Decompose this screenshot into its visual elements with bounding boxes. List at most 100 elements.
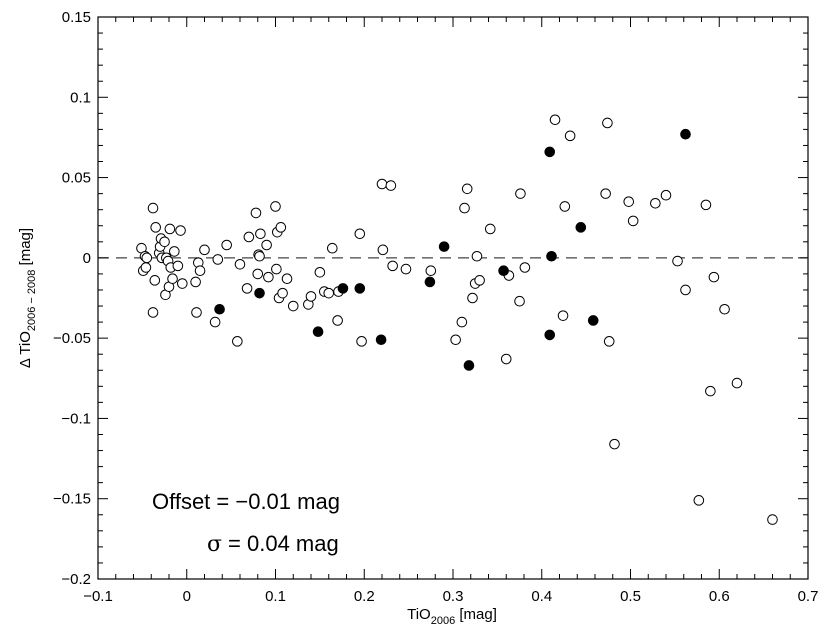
open-data-point — [252, 268, 264, 280]
sigma-annotation: σ = 0.04 mag — [207, 531, 339, 557]
open-data-point — [623, 196, 635, 207]
open-data-point — [199, 244, 210, 256]
open-data-point — [650, 197, 661, 209]
filled-data-point — [354, 283, 366, 294]
y-tick-label: 0.05 — [62, 170, 91, 187]
open-data-point — [602, 117, 613, 129]
x-tick-label: 0.6 — [709, 588, 730, 605]
open-data-point — [400, 263, 412, 275]
open-data-point — [474, 275, 485, 286]
open-data-point — [150, 222, 161, 233]
filled-data-point — [463, 360, 475, 371]
open-data-point — [270, 201, 281, 212]
filled-data-point — [680, 128, 691, 140]
open-data-point — [387, 260, 398, 272]
open-data-point — [243, 231, 255, 243]
offset-annotation: Offset = −0.01 mag — [152, 489, 340, 514]
open-data-point — [241, 283, 253, 294]
open-data-point — [190, 276, 201, 288]
open-data-point — [175, 225, 186, 236]
open-data-point — [250, 207, 262, 219]
open-data-point — [209, 316, 221, 328]
open-data-point — [159, 236, 170, 248]
open-data-point — [277, 287, 288, 299]
open-data-point — [255, 228, 266, 240]
open-data-point — [356, 336, 367, 347]
data-points — [136, 114, 778, 525]
open-data-point — [332, 315, 343, 326]
open-data-point — [471, 250, 483, 262]
open-data-point — [519, 262, 531, 273]
y-tick-label: −0.05 — [53, 330, 91, 347]
open-data-point — [172, 260, 184, 272]
y-tick-label: 0 — [83, 250, 91, 267]
open-data-point — [212, 254, 224, 265]
filled-data-point — [375, 334, 387, 346]
y-tick-labels: −0.2 −0.15 −0.1 −0.05 0 0.05 0.1 0.15 — [53, 9, 91, 588]
open-data-point — [564, 130, 576, 142]
open-data-point — [275, 222, 287, 233]
open-data-point — [627, 215, 639, 227]
open-data-point — [271, 263, 282, 275]
filled-data-point — [254, 287, 265, 299]
filled-data-point — [424, 276, 436, 288]
open-data-point — [177, 278, 188, 289]
y-tick-label: 0.15 — [62, 9, 91, 26]
x-tick-label: 0.5 — [620, 588, 641, 605]
x-tick-label: 0.2 — [354, 588, 375, 605]
filled-data-point — [546, 250, 557, 262]
open-data-point — [254, 250, 265, 262]
open-data-point — [680, 284, 691, 296]
open-data-point — [327, 242, 338, 254]
open-data-point — [263, 271, 274, 283]
open-data-point — [169, 246, 180, 257]
open-data-point — [167, 273, 178, 285]
y-axis-title: Δ TiO2006 − 2008 [mag] — [17, 228, 38, 368]
y-tick-label: −0.1 — [61, 410, 91, 427]
filled-data-point — [544, 329, 556, 341]
filled-data-point — [587, 315, 599, 326]
x-tick-label: 0.4 — [531, 588, 552, 605]
open-data-point — [221, 239, 232, 251]
open-data-point — [609, 438, 620, 450]
open-data-point — [149, 275, 161, 286]
open-data-point — [194, 265, 206, 277]
open-data-point — [425, 265, 437, 277]
open-data-point — [600, 188, 611, 199]
open-data-point — [287, 300, 299, 312]
x-axis-title: TiO2006 [mag] — [407, 606, 497, 627]
open-data-point — [191, 307, 202, 318]
open-data-point — [377, 244, 389, 256]
x-tick-label: −0.1 — [83, 588, 113, 605]
open-data-point — [484, 223, 496, 235]
filled-data-point — [312, 326, 324, 338]
filled-data-point — [438, 241, 450, 252]
y-tick-label: −0.15 — [53, 491, 91, 508]
open-data-point — [147, 307, 159, 318]
open-data-point — [376, 178, 388, 190]
open-data-point — [450, 334, 461, 346]
open-data-point — [603, 336, 615, 347]
open-data-point — [672, 255, 683, 267]
open-data-point — [467, 292, 478, 304]
open-data-point — [515, 188, 526, 199]
open-data-point — [559, 201, 571, 212]
open-data-point — [731, 377, 743, 389]
y-tick-label: −0.2 — [61, 571, 91, 588]
filled-data-point — [498, 265, 509, 277]
open-data-point — [459, 202, 470, 214]
open-data-point — [261, 239, 272, 251]
open-data-point — [354, 228, 366, 240]
axis-ticks — [97, 16, 809, 580]
open-data-point — [705, 385, 716, 397]
x-tick-label: 0.7 — [798, 588, 819, 605]
x-tick-label: 0 — [183, 588, 191, 605]
open-data-point — [164, 223, 176, 235]
open-data-point — [719, 303, 730, 315]
open-data-point — [314, 267, 326, 278]
filled-data-point — [544, 146, 556, 158]
open-data-point — [140, 262, 152, 273]
open-data-point — [141, 252, 153, 264]
open-data-point — [232, 336, 243, 347]
